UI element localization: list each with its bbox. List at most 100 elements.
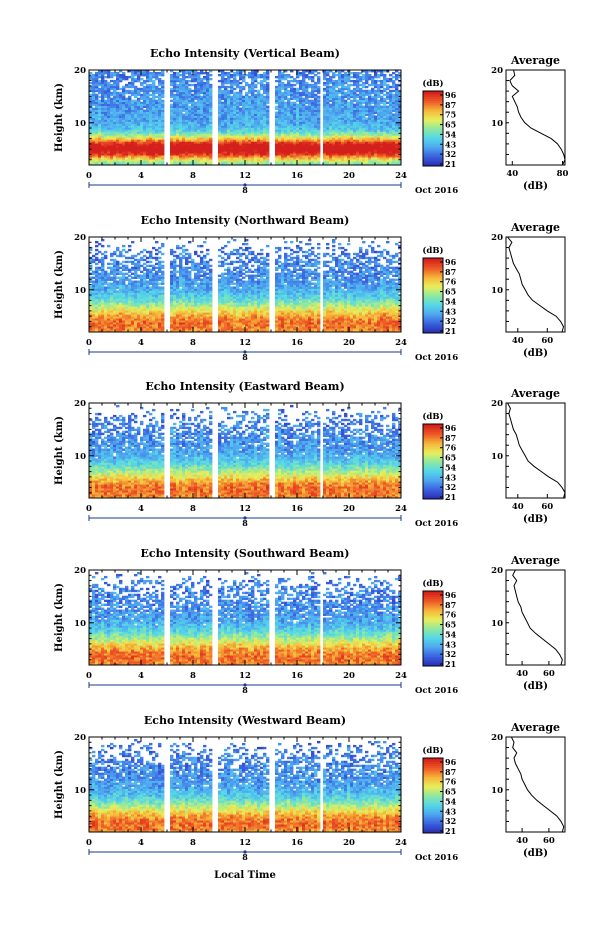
heatmap-title: Echo Intensity (Eastward Beam) xyxy=(145,380,344,393)
profile-y-tick-label: 20 xyxy=(491,233,503,243)
date-axis-mid xyxy=(243,350,247,354)
profile-x-tick-label: 40 xyxy=(506,169,518,179)
profile-x-label: (dB) xyxy=(523,848,548,859)
panel-3: Echo Intensity (Eastward Beam) 0 4 8 12 16 20 2… xyxy=(54,380,566,529)
profile-frame xyxy=(505,236,566,333)
profile-line xyxy=(507,402,566,499)
colorbar-tick-label: 21 xyxy=(445,659,456,669)
profile-line xyxy=(512,569,563,666)
colorbar-tick-label: 76 xyxy=(445,443,457,453)
heatmap-image xyxy=(89,404,402,499)
panel-4: Echo Intensity (Southward Beam) 0 4 8 12 16 20… xyxy=(54,547,566,696)
colorbar-tick-label: 21 xyxy=(445,326,456,336)
colorbar-tick-label: 87 xyxy=(445,433,456,443)
profile-y-tick-label: 10 xyxy=(491,452,503,462)
colorbar-unit: (dB) xyxy=(422,578,443,589)
x-tick-label: 8 xyxy=(190,671,196,681)
colorbar-tick-label: 54 xyxy=(445,296,457,306)
x-tick-label: 24 xyxy=(395,671,407,681)
x-tick-label: 4 xyxy=(138,671,144,681)
x-tick-label: 4 xyxy=(138,171,144,181)
x-tick-label: 12 xyxy=(239,671,251,681)
colorbar-tick-label: 54 xyxy=(445,629,457,639)
profile-y-tick-label: 10 xyxy=(491,619,503,629)
y-tick-label: 20 xyxy=(74,566,86,576)
colorbar-tick-label: 43 xyxy=(445,639,457,649)
colorbar-tick-label: 54 xyxy=(445,796,457,806)
profile-y-tick-label: 20 xyxy=(491,399,503,409)
colorbar xyxy=(423,591,443,667)
colorbar-tick-label: 76 xyxy=(445,777,457,787)
x-tick-label: 16 xyxy=(291,504,303,514)
date-axis-mid xyxy=(243,516,247,520)
colorbar-tick-label: 21 xyxy=(445,159,456,169)
y-tick-label: 20 xyxy=(74,399,86,409)
x-tick-label: 20 xyxy=(343,838,355,848)
profile-y-tick-label: 10 xyxy=(491,119,503,129)
colorbar-tick-label: 96 xyxy=(445,90,457,100)
heatmap-title: Echo Intensity (Northward Beam) xyxy=(141,214,350,227)
x-tick-label: 0 xyxy=(86,671,92,681)
colorbar-tick-label: 32 xyxy=(445,649,456,659)
day-marker: 8 xyxy=(242,852,248,862)
x-tick-label: 24 xyxy=(395,171,407,181)
x-tick-label: 16 xyxy=(291,338,303,348)
x-tick-label: 12 xyxy=(239,338,251,348)
colorbar-frame xyxy=(422,590,444,667)
y-tick-label: 20 xyxy=(74,66,86,76)
profile-y-tick-label: 20 xyxy=(491,566,503,576)
x-tick-label: 20 xyxy=(343,504,355,514)
x-tick-label: 8 xyxy=(190,338,196,348)
colorbar-unit: (dB) xyxy=(422,411,443,422)
y-tick-label: 10 xyxy=(74,619,86,629)
x-tick-label: 8 xyxy=(190,504,196,514)
y-tick-label: 20 xyxy=(74,733,86,743)
profile-title: Average xyxy=(510,721,560,734)
colorbar xyxy=(423,91,443,167)
colorbar-unit: (dB) xyxy=(422,745,443,756)
colorbar-tick-label: 75 xyxy=(445,110,456,120)
profile-y-tick-label: 10 xyxy=(491,286,503,296)
heatmap-image xyxy=(89,571,402,666)
x-tick-label: 12 xyxy=(239,171,251,181)
colorbar-tick-label: 65 xyxy=(445,453,456,463)
date-label: Oct 2016 xyxy=(415,353,458,363)
profile-frame xyxy=(505,569,566,666)
y-axis-label: Height (km) xyxy=(54,83,65,152)
colorbar-unit: (dB) xyxy=(422,245,443,256)
colorbar-tick-label: 21 xyxy=(445,492,456,502)
date-axis-mid xyxy=(243,683,247,687)
colorbar-frame xyxy=(422,423,444,500)
colorbar-tick-label: 32 xyxy=(445,482,456,492)
date-label: Oct 2016 xyxy=(415,519,458,529)
x-axis-label: Local Time xyxy=(214,870,276,881)
panel-1: Echo Intensity (Vertical Beam) 0 4 8 12 16 20 2… xyxy=(54,47,568,196)
colorbar-tick-label: 76 xyxy=(445,277,457,287)
profile-x-tick-label: 60 xyxy=(541,336,553,346)
colorbar-tick-label: 87 xyxy=(445,267,456,277)
profile-line xyxy=(507,236,565,333)
heatmap-title: Echo Intensity (Vertical Beam) xyxy=(150,47,340,60)
x-tick-label: 24 xyxy=(395,504,407,514)
heatmap-image xyxy=(89,738,402,833)
colorbar-frame xyxy=(422,90,444,167)
colorbar xyxy=(423,258,443,334)
profile-y-tick-label: 10 xyxy=(491,786,503,796)
profile-x-tick-label: 60 xyxy=(541,502,553,512)
profile-frame xyxy=(505,69,566,166)
x-tick-label: 0 xyxy=(86,838,92,848)
day-marker: 8 xyxy=(242,185,248,195)
x-tick-label: 8 xyxy=(190,171,196,181)
profile-title: Average xyxy=(510,221,560,234)
colorbar-tick-label: 87 xyxy=(445,600,456,610)
day-marker: 8 xyxy=(242,352,248,362)
profile-x-label: (dB) xyxy=(523,514,548,525)
x-tick-label: 20 xyxy=(343,671,355,681)
day-marker: 8 xyxy=(242,685,248,695)
colorbar-tick-label: 43 xyxy=(445,806,457,816)
x-tick-label: 20 xyxy=(343,338,355,348)
day-marker: 8 xyxy=(242,518,248,528)
date-label: Oct 2016 xyxy=(415,686,458,696)
colorbar-tick-label: 43 xyxy=(445,472,457,482)
